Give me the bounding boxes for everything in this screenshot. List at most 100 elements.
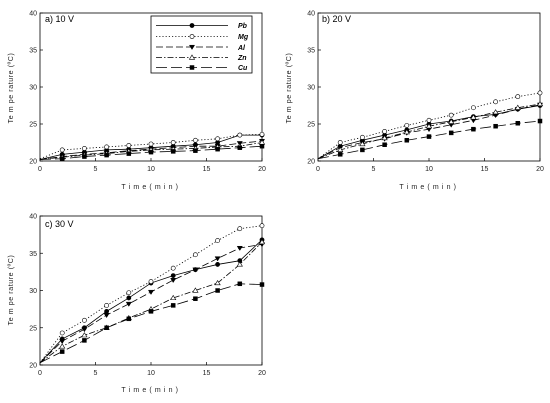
data-point xyxy=(426,117,432,123)
panel-10v: a) 10 V Te m pe rature (ºC) T i m e ( m … xyxy=(8,11,266,192)
legend: Pb Mg Al Zn Cu xyxy=(150,15,253,74)
y-axis-label: Te m pe rature (ºC) xyxy=(8,255,15,326)
data-point xyxy=(148,279,154,284)
data-point xyxy=(259,282,265,287)
data-point xyxy=(493,99,498,105)
data-point xyxy=(214,279,221,286)
series-mg xyxy=(39,131,265,160)
data-point xyxy=(448,118,455,124)
data-point xyxy=(59,156,65,162)
data-point xyxy=(259,143,265,149)
data-point xyxy=(147,289,155,295)
data-point xyxy=(536,100,544,107)
data-point xyxy=(215,146,220,152)
x-tick-label: 0 xyxy=(316,166,320,173)
x-tick-label: 15 xyxy=(203,370,211,377)
x-axis-label: T i m e ( m i n ) xyxy=(121,184,178,191)
data-point xyxy=(81,332,88,338)
series-al xyxy=(39,242,266,364)
series-cu xyxy=(39,143,265,162)
data-point xyxy=(237,145,243,150)
data-point xyxy=(404,138,410,143)
panel-20v: b) 20 V Te m pe rature (ºC) T i m e ( m … xyxy=(286,11,544,192)
data-point xyxy=(126,290,132,296)
legend-label-mg: Mg xyxy=(238,34,249,41)
series-mg xyxy=(39,223,265,363)
data-point xyxy=(448,112,454,118)
panel-30v: c) 30 V Te m pe rature (ºC) T i m e ( m … xyxy=(8,214,266,395)
data-point xyxy=(470,114,477,120)
data-point xyxy=(126,143,132,148)
data-point xyxy=(237,281,243,287)
data-point xyxy=(359,140,366,147)
y-tick-label: 30 xyxy=(307,85,315,92)
data-point xyxy=(514,104,521,110)
data-point xyxy=(126,295,132,301)
data-point xyxy=(337,146,344,152)
data-point xyxy=(259,131,265,137)
x-tick-label: 10 xyxy=(147,166,155,173)
data-point xyxy=(426,134,432,139)
data-point xyxy=(237,226,243,232)
data-point xyxy=(59,330,65,336)
x-tick-label: 20 xyxy=(258,166,266,173)
data-point xyxy=(104,308,109,314)
y-tick-label: 20 xyxy=(29,363,37,370)
x-axis-label: T i m e ( m i n ) xyxy=(121,387,178,394)
legend-marker-pb xyxy=(189,23,195,28)
data-point xyxy=(82,317,87,323)
y-tick-label: 40 xyxy=(29,214,37,221)
data-point xyxy=(82,338,87,343)
data-point xyxy=(59,147,65,153)
data-point xyxy=(381,134,388,141)
y-axis-label: Te m pe rature (ºC) xyxy=(286,53,293,124)
data-point xyxy=(170,278,177,284)
data-point xyxy=(515,121,521,126)
legend-marker-zn xyxy=(188,54,196,60)
data-point xyxy=(237,132,243,138)
panel-title: a) 10 V xyxy=(45,14,74,24)
data-point xyxy=(236,261,243,267)
data-point xyxy=(148,309,154,314)
series-zn xyxy=(317,100,544,160)
data-point xyxy=(126,151,132,156)
data-point xyxy=(170,140,176,145)
data-point xyxy=(104,144,109,150)
y-tick-label: 40 xyxy=(307,11,315,18)
y-tick-label: 35 xyxy=(29,48,37,55)
data-point xyxy=(59,339,66,345)
series-line xyxy=(39,241,263,364)
data-point xyxy=(515,94,521,100)
data-point xyxy=(192,267,199,273)
data-point xyxy=(103,313,110,319)
data-point xyxy=(104,302,109,308)
x-tick-label: 0 xyxy=(38,370,42,377)
x-tick-label: 10 xyxy=(147,370,155,377)
x-tick-label: 10 xyxy=(425,166,433,173)
data-point xyxy=(82,146,87,151)
x-tick-label: 5 xyxy=(94,166,98,173)
series-mg xyxy=(317,90,543,160)
y-tick-label: 25 xyxy=(29,325,37,332)
legend-marker-al xyxy=(188,44,196,50)
data-point xyxy=(425,123,433,129)
data-point xyxy=(337,140,343,145)
data-point xyxy=(492,109,499,115)
data-point xyxy=(382,128,387,134)
y-tick-label: 30 xyxy=(29,85,37,92)
data-point xyxy=(215,262,220,267)
data-point xyxy=(215,288,220,293)
data-point xyxy=(170,265,176,271)
data-point xyxy=(403,129,410,135)
data-point xyxy=(493,123,498,129)
data-point xyxy=(82,154,87,159)
legend-frame xyxy=(150,15,253,74)
series-line xyxy=(39,283,263,364)
legend-label-cu: Cu xyxy=(238,65,248,72)
panel-title: b) 20 V xyxy=(322,14,351,24)
series-pb xyxy=(39,237,265,364)
data-point xyxy=(170,149,176,154)
data-point xyxy=(148,149,154,155)
series-line xyxy=(39,243,263,364)
